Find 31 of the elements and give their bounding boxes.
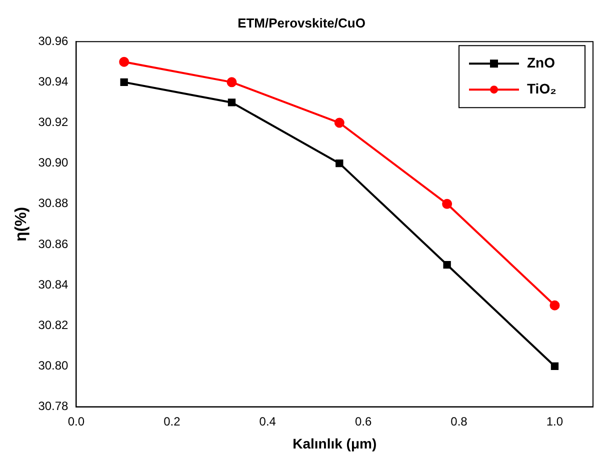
point	[443, 260, 451, 269]
legend-label: ZnO	[527, 54, 556, 70]
y-tick-label: 30.90	[38, 156, 69, 170]
point	[550, 300, 560, 310]
x-tick-label: 1.0	[546, 414, 564, 428]
y-tick-label: 30.82	[38, 318, 69, 332]
y-tick-label: 30.84	[38, 277, 69, 292]
point	[228, 98, 236, 106]
x-axis-title: Kalınlık (μm)	[292, 435, 377, 452]
point	[334, 118, 344, 128]
y-tick-label: 30.86	[38, 236, 69, 251]
point	[226, 77, 237, 88]
y-tick-label: 30.80	[38, 358, 69, 373]
x-tick-label: 0.0	[68, 414, 85, 428]
y-axis-title: η(%)	[13, 206, 30, 242]
x-tick-label: 0.8	[450, 414, 468, 428]
y-tick-label: 30.96	[38, 34, 69, 48]
point	[336, 160, 344, 168]
x-tick-label: 0.2	[164, 414, 181, 428]
x-tick-label: 0.6	[354, 414, 372, 428]
x-tick-label: 0.4	[259, 414, 276, 428]
y-tick-label: 30.78	[38, 399, 69, 414]
point	[120, 78, 128, 86]
y-tick-label: 30.92	[38, 115, 69, 130]
point	[442, 198, 452, 209]
y-tick-label: 30.88	[38, 196, 69, 210]
y-tick-label: 30.94	[38, 74, 69, 88]
point	[119, 56, 130, 67]
legend-label: TiO₂	[527, 80, 556, 96]
chart-title: ETM/Perovskite/CuO	[238, 15, 366, 30]
point	[550, 362, 559, 370]
